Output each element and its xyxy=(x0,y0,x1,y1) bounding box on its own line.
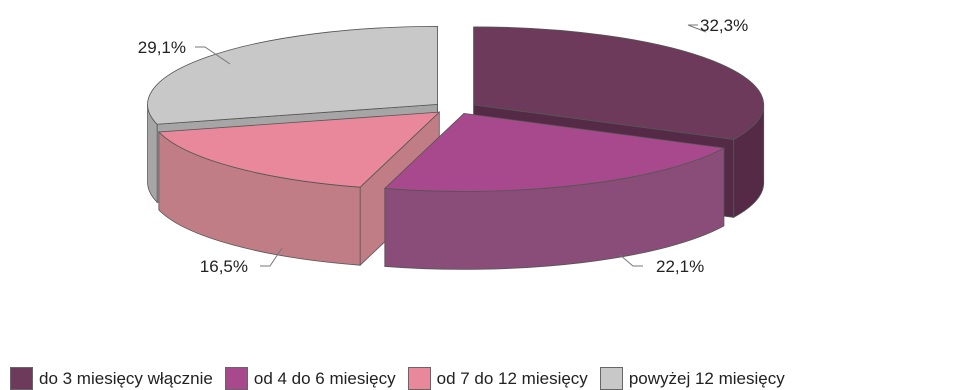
legend-swatch-od-7-do-12 xyxy=(407,366,431,390)
pie-chart: 32,3% 22,1% 16,5% 29,1% xyxy=(138,16,765,276)
legend-swatch-od-4-do-6 xyxy=(224,366,248,390)
legend-label-do-3-miesiecy: do 3 miesięcy włącznie xyxy=(39,368,213,388)
data-label: 32,3% xyxy=(700,16,748,35)
legend-label-powyzej-12: powyżej 12 miesięcy xyxy=(628,368,785,388)
data-label: 16,5% xyxy=(200,257,248,276)
chart-legend: do 3 miesięcy włącznie od 4 do 6 miesięc… xyxy=(10,366,971,390)
pie-slice xyxy=(157,111,441,188)
pie-slice xyxy=(473,26,765,140)
legend-item-od-4-do-6: od 4 do 6 miesięcy xyxy=(224,366,396,390)
leader-line xyxy=(619,254,643,267)
pie-slice xyxy=(383,112,726,192)
legend-item-od-7-do-12: od 7 do 12 miesięcy xyxy=(407,366,588,390)
pie-slice xyxy=(147,25,438,125)
legend-swatch-do-3-miesiecy xyxy=(10,366,33,390)
data-label: 29,1% xyxy=(138,38,186,57)
leader-line xyxy=(687,24,707,33)
leader-line xyxy=(195,46,231,65)
data-label: 22,1% xyxy=(656,257,704,276)
leader-line xyxy=(260,247,283,267)
legend-item-powyzej-12: powyżej 12 miesięcy xyxy=(599,366,785,390)
legend-label-od-4-do-6: od 4 do 6 miesięcy xyxy=(253,368,396,388)
legend-swatch-powyzej-12 xyxy=(599,366,623,390)
legend-item-do-3-miesiecy: do 3 miesięcy włącznie xyxy=(10,366,213,390)
legend-label-od-7-do-12: od 7 do 12 miesięcy xyxy=(436,368,588,388)
